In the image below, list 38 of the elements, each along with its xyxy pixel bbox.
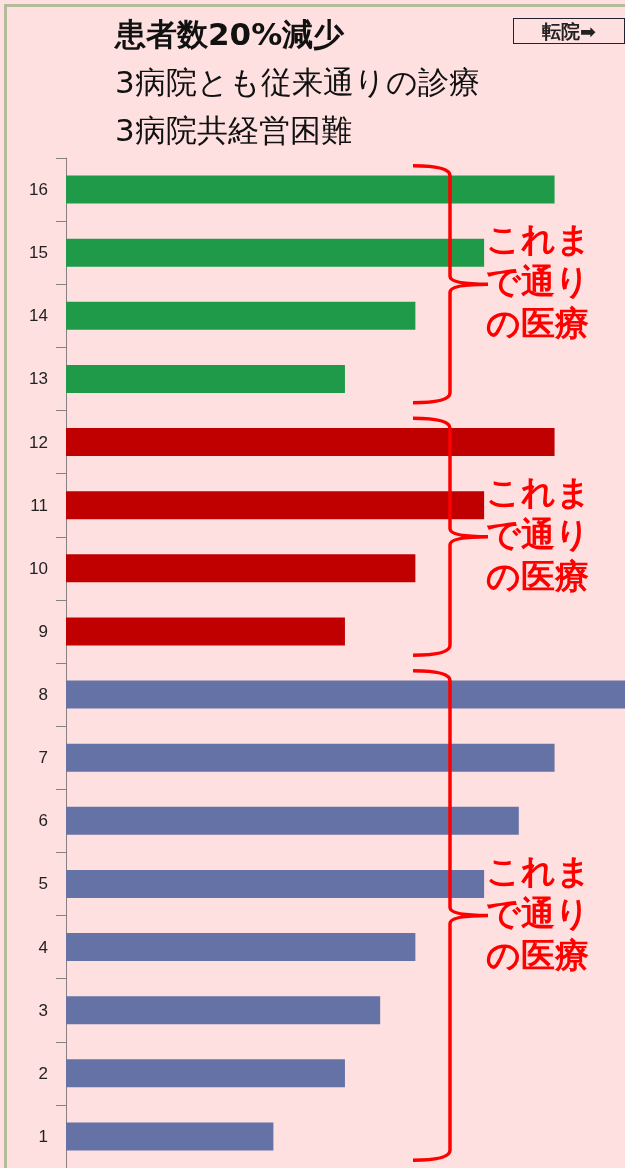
bar bbox=[66, 554, 416, 583]
bar bbox=[66, 301, 416, 330]
bar bbox=[66, 428, 555, 457]
bar bbox=[66, 806, 519, 835]
y-tick-label: 14 bbox=[29, 306, 48, 326]
y-tick-label: 2 bbox=[38, 1063, 48, 1083]
y-tick-label: 6 bbox=[38, 811, 48, 831]
bar bbox=[66, 617, 345, 646]
y-tick-label: 8 bbox=[38, 685, 48, 705]
annotation: これまで通りの医療 bbox=[486, 849, 592, 976]
bar bbox=[66, 1122, 274, 1151]
bar bbox=[66, 869, 485, 898]
chart-subtitle: 3病院とも従来通りの診療 3病院共経営困難 bbox=[115, 63, 480, 150]
text: 転院➡ bbox=[513, 18, 625, 44]
bar bbox=[66, 175, 555, 204]
y-tick-label: 9 bbox=[38, 621, 48, 641]
annotation: これまで通りの医療 bbox=[486, 470, 592, 597]
bar bbox=[66, 1059, 345, 1088]
bar bbox=[66, 491, 485, 520]
bar bbox=[66, 364, 345, 393]
y-tick-label: 15 bbox=[29, 243, 48, 263]
y-tick-label: 11 bbox=[30, 495, 48, 515]
chart-title: 患者数20%減少 bbox=[115, 15, 345, 54]
y-tick-label: 4 bbox=[38, 937, 48, 957]
bar bbox=[66, 933, 416, 962]
y-tick-label: 3 bbox=[38, 1000, 48, 1020]
bar bbox=[66, 743, 555, 772]
y-tick-label: 1 bbox=[38, 1126, 48, 1146]
bar bbox=[66, 996, 381, 1025]
bar bbox=[66, 238, 485, 267]
bar bbox=[66, 680, 625, 709]
y-tick-label: 5 bbox=[38, 874, 48, 894]
annotation: これまで通りの医療 bbox=[486, 218, 592, 345]
y-tick-label: 16 bbox=[29, 180, 48, 200]
y-tick-label: 10 bbox=[29, 558, 48, 578]
y-tick-label: 12 bbox=[29, 432, 48, 452]
y-tick-label: 13 bbox=[29, 369, 48, 389]
y-tick-label: 7 bbox=[38, 748, 48, 768]
